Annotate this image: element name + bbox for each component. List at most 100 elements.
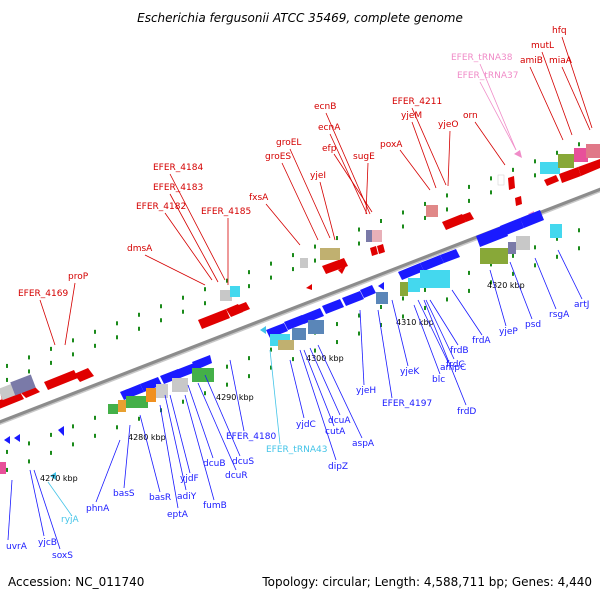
- gene-arrow[interactable]: [462, 212, 474, 222]
- gene-arrow[interactable]: [58, 426, 64, 436]
- gene-arrow[interactable]: [420, 255, 444, 271]
- gene-label[interactable]: cutA: [325, 427, 346, 437]
- gene-label[interactable]: yjeH: [356, 386, 376, 396]
- gene-box[interactable]: [400, 282, 408, 296]
- trna-arrow[interactable]: [260, 326, 266, 334]
- gene-box[interactable]: [420, 270, 450, 288]
- gene-label[interactable]: frdD: [457, 407, 476, 417]
- gene-label[interactable]: psd: [525, 320, 541, 330]
- gene-box[interactable]: [118, 400, 126, 412]
- gene-arrow[interactable]: [74, 368, 94, 382]
- gene-label[interactable]: orn: [463, 111, 478, 121]
- gene-label[interactable]: efp: [322, 144, 337, 154]
- gene-arrow[interactable]: [4, 436, 10, 444]
- trna-label[interactable]: EFER_tRNA37: [457, 71, 518, 81]
- gene-label[interactable]: amiB: [520, 56, 543, 66]
- gene-label[interactable]: EFER_4169: [18, 289, 68, 299]
- gene-arrow[interactable]: [20, 386, 40, 398]
- gene-label[interactable]: frdB: [450, 346, 469, 356]
- gene-box[interactable]: [480, 248, 508, 264]
- gene-label[interactable]: fxsA: [249, 193, 269, 203]
- gene-arrow[interactable]: [176, 363, 198, 378]
- gene-box[interactable]: [586, 144, 600, 158]
- gene-label[interactable]: yjeM: [401, 111, 422, 121]
- gene-box[interactable]: [366, 230, 372, 242]
- gene-label[interactable]: EFER_4197: [382, 399, 432, 409]
- gene-box[interactable]: [192, 368, 214, 382]
- gene-label[interactable]: proP: [68, 272, 89, 282]
- gene-label[interactable]: ecnA: [318, 123, 341, 133]
- gene-label[interactable]: yjeP: [499, 327, 518, 337]
- gene-box[interactable]: [172, 378, 188, 392]
- gene-box[interactable]: [540, 162, 560, 174]
- gene-label[interactable]: phnA: [86, 504, 110, 514]
- gene-label[interactable]: soxS: [52, 551, 73, 561]
- gene-label[interactable]: poxA: [380, 140, 403, 150]
- gene-label[interactable]: blc: [432, 375, 445, 385]
- gene-label[interactable]: artJ: [574, 300, 589, 310]
- gene-arrow[interactable]: [198, 309, 230, 329]
- gene-label[interactable]: ampC: [440, 363, 466, 373]
- gene-label[interactable]: fumB: [203, 501, 227, 511]
- gene-arrow[interactable]: [442, 214, 466, 230]
- gene-arrow[interactable]: [160, 369, 182, 384]
- gene-label[interactable]: frdA: [472, 336, 491, 346]
- gene-arrow[interactable]: [440, 249, 460, 263]
- trna-label[interactable]: EFER_tRNA38: [451, 53, 513, 63]
- gene-box[interactable]: [108, 404, 118, 414]
- gene-arrow[interactable]: [284, 315, 306, 330]
- gene-box[interactable]: [550, 224, 562, 238]
- gene-box[interactable]: [0, 462, 6, 474]
- gene-arrow[interactable]: [515, 196, 522, 206]
- gene-label[interactable]: yjeO: [438, 120, 458, 130]
- gene-arrow[interactable]: [14, 434, 20, 442]
- gene-label[interactable]: EFER_4183: [153, 183, 203, 193]
- gene-arrow[interactable]: [559, 167, 581, 183]
- gene-label[interactable]: EFER_4211: [392, 97, 442, 107]
- gene-label[interactable]: dcuA: [328, 416, 351, 426]
- gene-label[interactable]: yjeK: [400, 367, 420, 377]
- gene-arrow[interactable]: [500, 218, 524, 236]
- gene-box[interactable]: [497, 174, 505, 186]
- trna-arrow[interactable]: [50, 472, 56, 480]
- gene-label[interactable]: basR: [149, 493, 171, 503]
- gene-box[interactable]: [0, 383, 16, 401]
- gene-box[interactable]: [516, 236, 530, 250]
- gene-label[interactable]: dipZ: [328, 462, 348, 472]
- gene-arrow[interactable]: [140, 377, 162, 392]
- gene-box[interactable]: [508, 242, 516, 254]
- gene-label[interactable]: hfq: [552, 26, 567, 36]
- gene-box[interactable]: [408, 278, 420, 292]
- gene-box[interactable]: [308, 320, 324, 334]
- gene-label[interactable]: basS: [113, 489, 135, 499]
- gene-arrow[interactable]: [300, 308, 324, 324]
- gene-box[interactable]: [320, 248, 340, 260]
- gene-label[interactable]: aspA: [352, 439, 375, 449]
- trna-arrow[interactable]: [514, 150, 522, 158]
- gene-box[interactable]: [376, 292, 388, 304]
- gene-label[interactable]: groEL: [276, 138, 301, 148]
- gene-arrow[interactable]: [370, 246, 378, 256]
- trna-label[interactable]: EFER_tRNA43: [266, 445, 327, 455]
- gene-label[interactable]: EFER_4185: [201, 207, 251, 217]
- gene-label[interactable]: ecnB: [314, 102, 336, 112]
- gene-arrow[interactable]: [44, 370, 78, 390]
- gene-box[interactable]: [220, 290, 232, 301]
- gene-label[interactable]: EFER_4180: [226, 432, 276, 442]
- gene-label[interactable]: dmsA: [127, 244, 153, 254]
- gene-box[interactable]: [426, 205, 438, 217]
- gene-label[interactable]: frdC: [446, 360, 465, 370]
- gene-label[interactable]: uvrA: [6, 542, 28, 552]
- gene-label[interactable]: sugE: [353, 152, 375, 162]
- gene-arrow[interactable]: [378, 282, 384, 290]
- gene-arrow[interactable]: [520, 210, 544, 228]
- gene-arrow[interactable]: [192, 355, 212, 370]
- gene-label[interactable]: rsgA: [549, 310, 570, 320]
- gene-box[interactable]: [126, 396, 148, 408]
- gene-label[interactable]: yjeI: [310, 171, 326, 181]
- gene-arrow[interactable]: [360, 285, 376, 298]
- gene-arrow[interactable]: [322, 258, 348, 274]
- gene-box[interactable]: [278, 340, 294, 350]
- gene-arrow[interactable]: [236, 302, 250, 313]
- gene-label[interactable]: dcuS: [232, 457, 254, 467]
